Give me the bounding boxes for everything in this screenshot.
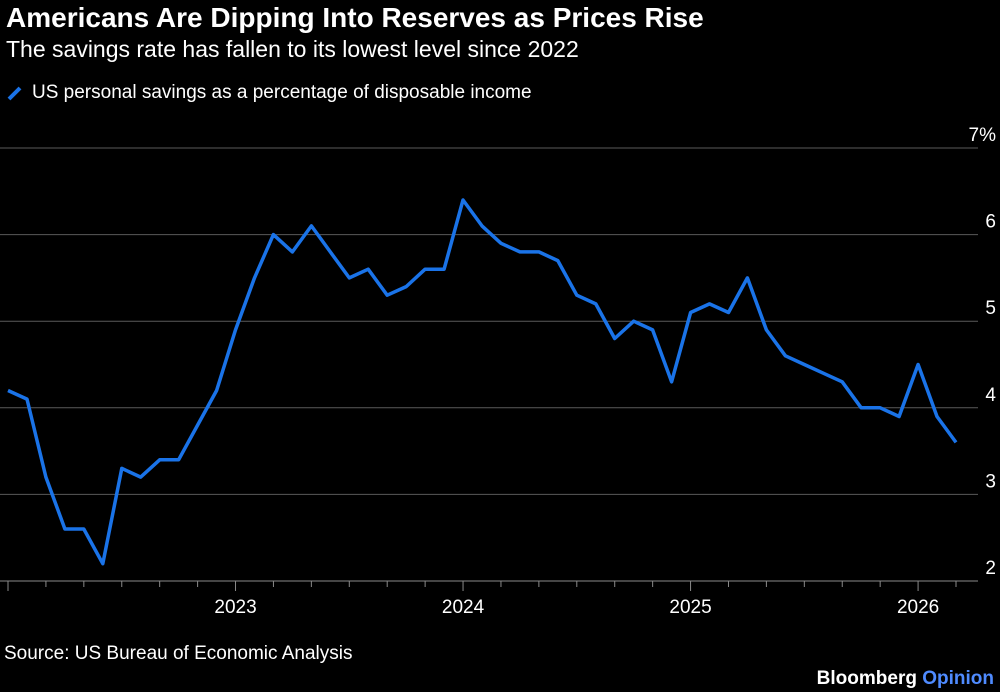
x-tick-label-2025: 2025 [669, 597, 711, 618]
chart-subtitle: The savings rate has fallen to its lowes… [6, 36, 579, 62]
y-tick-label-5: 5 [985, 298, 996, 319]
y-tick-label-4: 4 [985, 385, 996, 406]
legend-swatch [6, 84, 24, 102]
brand-logo: Bloomberg Opinion [817, 668, 994, 690]
legend-label: US personal savings as a percentage of d… [32, 82, 532, 103]
x-tick-label-2024: 2024 [442, 597, 485, 618]
y-tick-label-2: 2 [985, 558, 996, 579]
legend: US personal savings as a percentage of d… [6, 82, 532, 104]
chart-title: Americans Are Dipping Into Reserves as P… [6, 2, 704, 33]
x-tick-label-2023: 2023 [214, 597, 256, 618]
brand-accent: Opinion [922, 668, 994, 689]
brand-main: Bloomberg [816, 668, 917, 689]
y-tick-label-7: 7% [969, 125, 997, 146]
legend-line-icon [7, 86, 22, 101]
series-line-0 [7, 198, 958, 566]
y-tick-label-3: 3 [985, 471, 996, 492]
y-tick-label-6: 6 [985, 212, 996, 233]
x-tick-label-2026: 2026 [897, 597, 939, 618]
source-note: Source: US Bureau of Economic Analysis [4, 643, 353, 664]
